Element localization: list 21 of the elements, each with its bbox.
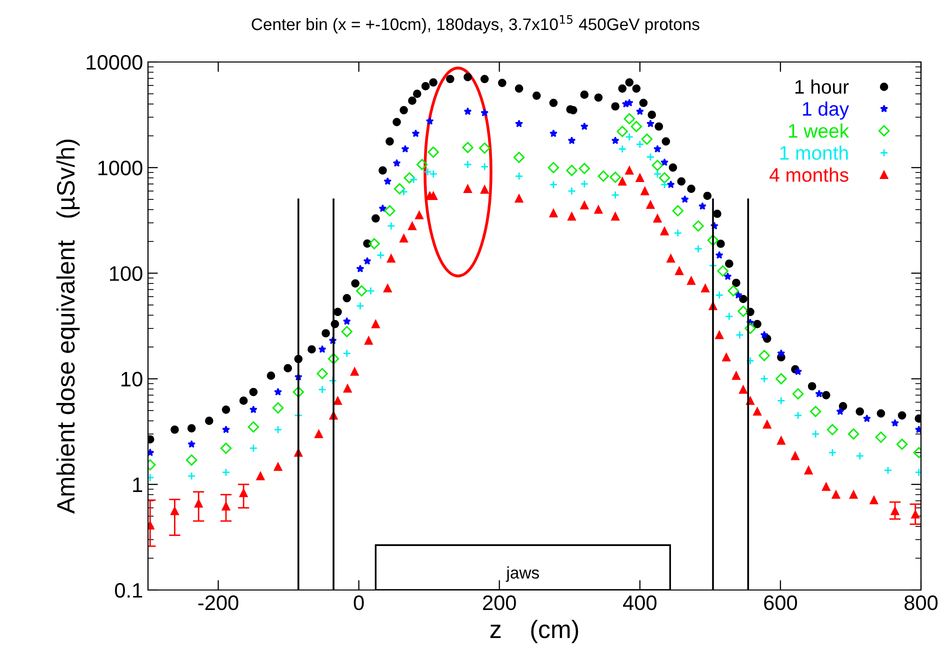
x-tick-label: 200 — [483, 595, 516, 610]
x-tick-label: 0 — [354, 595, 364, 610]
x-tick-label: 800 — [904, 595, 938, 610]
legend-label: 1 week — [788, 124, 850, 138]
y-tick-label: 10000 — [86, 55, 142, 70]
x-tick-label: 600 — [764, 595, 798, 610]
legend-label: 1 month — [780, 146, 848, 160]
y-tick-label: 10 — [122, 372, 142, 387]
y-tick-label: 100 — [110, 266, 142, 281]
chart-title: Center bin (x = +-10cm), 180days, 3.7x10$^{15}$ 450GeV protons — [252, 15, 700, 34]
x-tick-label: 400 — [623, 595, 656, 610]
y-axis-title: Ambient dose equivalent (µSv/h) — [56, 140, 80, 514]
y-tick-label: 1 — [133, 478, 142, 492]
legend-label: 1 hour — [795, 80, 849, 94]
legend-label: 4 months — [770, 168, 848, 182]
legend-label: 1 day — [802, 102, 850, 120]
x-axis-title: z (cm) — [490, 620, 578, 644]
x-tick-label: -200 — [198, 595, 238, 610]
y-tick-label: 0.1 — [114, 583, 142, 598]
y-tick-label: 1000 — [98, 160, 142, 176]
band-label: jaws — [506, 566, 539, 582]
